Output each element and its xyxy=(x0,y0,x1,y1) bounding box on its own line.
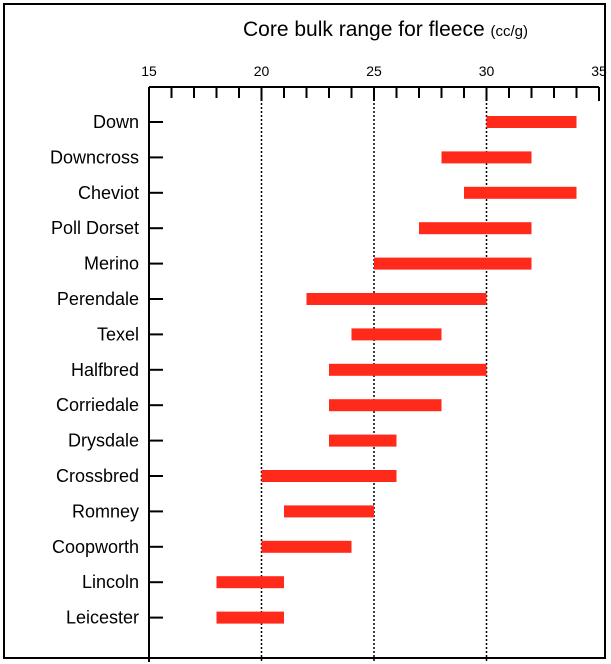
x-tick-label-15: 15 xyxy=(141,63,157,79)
range-bar-coopworth xyxy=(261,540,352,553)
category-label-crossbred: Crossbred xyxy=(56,466,139,486)
range-bar-down xyxy=(486,116,577,128)
category-label-leicester: Leicester xyxy=(66,608,139,628)
x-tick-label-35: 35 xyxy=(591,63,607,79)
x-tick-label-30: 30 xyxy=(479,63,495,79)
range-bars xyxy=(216,116,577,624)
range-bar-crossbred xyxy=(261,470,397,482)
range-bar-romney xyxy=(284,505,374,518)
category-labels: Down Downcross Cheviot Poll Dorset Merino Per… xyxy=(50,112,139,628)
range-bar-downcross xyxy=(441,151,532,164)
range-bar-cheviot xyxy=(464,186,577,199)
category-label-corriedale: Corriedale xyxy=(56,395,139,415)
category-label-halfbred: Halfbred xyxy=(71,360,139,380)
range-bar-lincoln xyxy=(216,576,284,589)
category-label-poll-dorset: Poll Dorset xyxy=(51,218,139,238)
range-bar-poll-dorset xyxy=(419,222,532,235)
category-label-perendale: Perendale xyxy=(57,289,139,309)
range-bar-halfbred xyxy=(329,363,487,376)
axes: 15 20 25 30 35 xyxy=(141,63,607,662)
chart-title: Core bulk range for fleece (cc/g) xyxy=(0,18,611,42)
category-label-merino: Merino xyxy=(84,254,139,274)
chart-title-unit: (cc/g) xyxy=(490,23,528,40)
x-tick-label-25: 25 xyxy=(366,63,382,79)
range-bar-leicester xyxy=(216,611,284,624)
range-bar-texel xyxy=(351,328,442,341)
category-label-romney: Romney xyxy=(72,501,139,521)
category-label-coopworth: Coopworth xyxy=(52,537,139,557)
category-label-down: Down xyxy=(93,112,139,132)
category-label-downcross: Downcross xyxy=(50,147,139,167)
category-label-cheviot: Cheviot xyxy=(78,183,139,203)
range-bar-merino xyxy=(374,257,532,270)
category-label-texel: Texel xyxy=(97,324,139,344)
x-tick-label-20: 20 xyxy=(254,63,270,79)
category-label-lincoln: Lincoln xyxy=(82,572,139,592)
range-bar-drysdale xyxy=(329,434,397,447)
range-bar-corriedale xyxy=(329,399,442,412)
chart-title-text: Core bulk range for fleece xyxy=(243,18,485,41)
range-bar-perendale xyxy=(306,293,487,305)
category-label-drysdale: Drysdale xyxy=(68,431,139,451)
